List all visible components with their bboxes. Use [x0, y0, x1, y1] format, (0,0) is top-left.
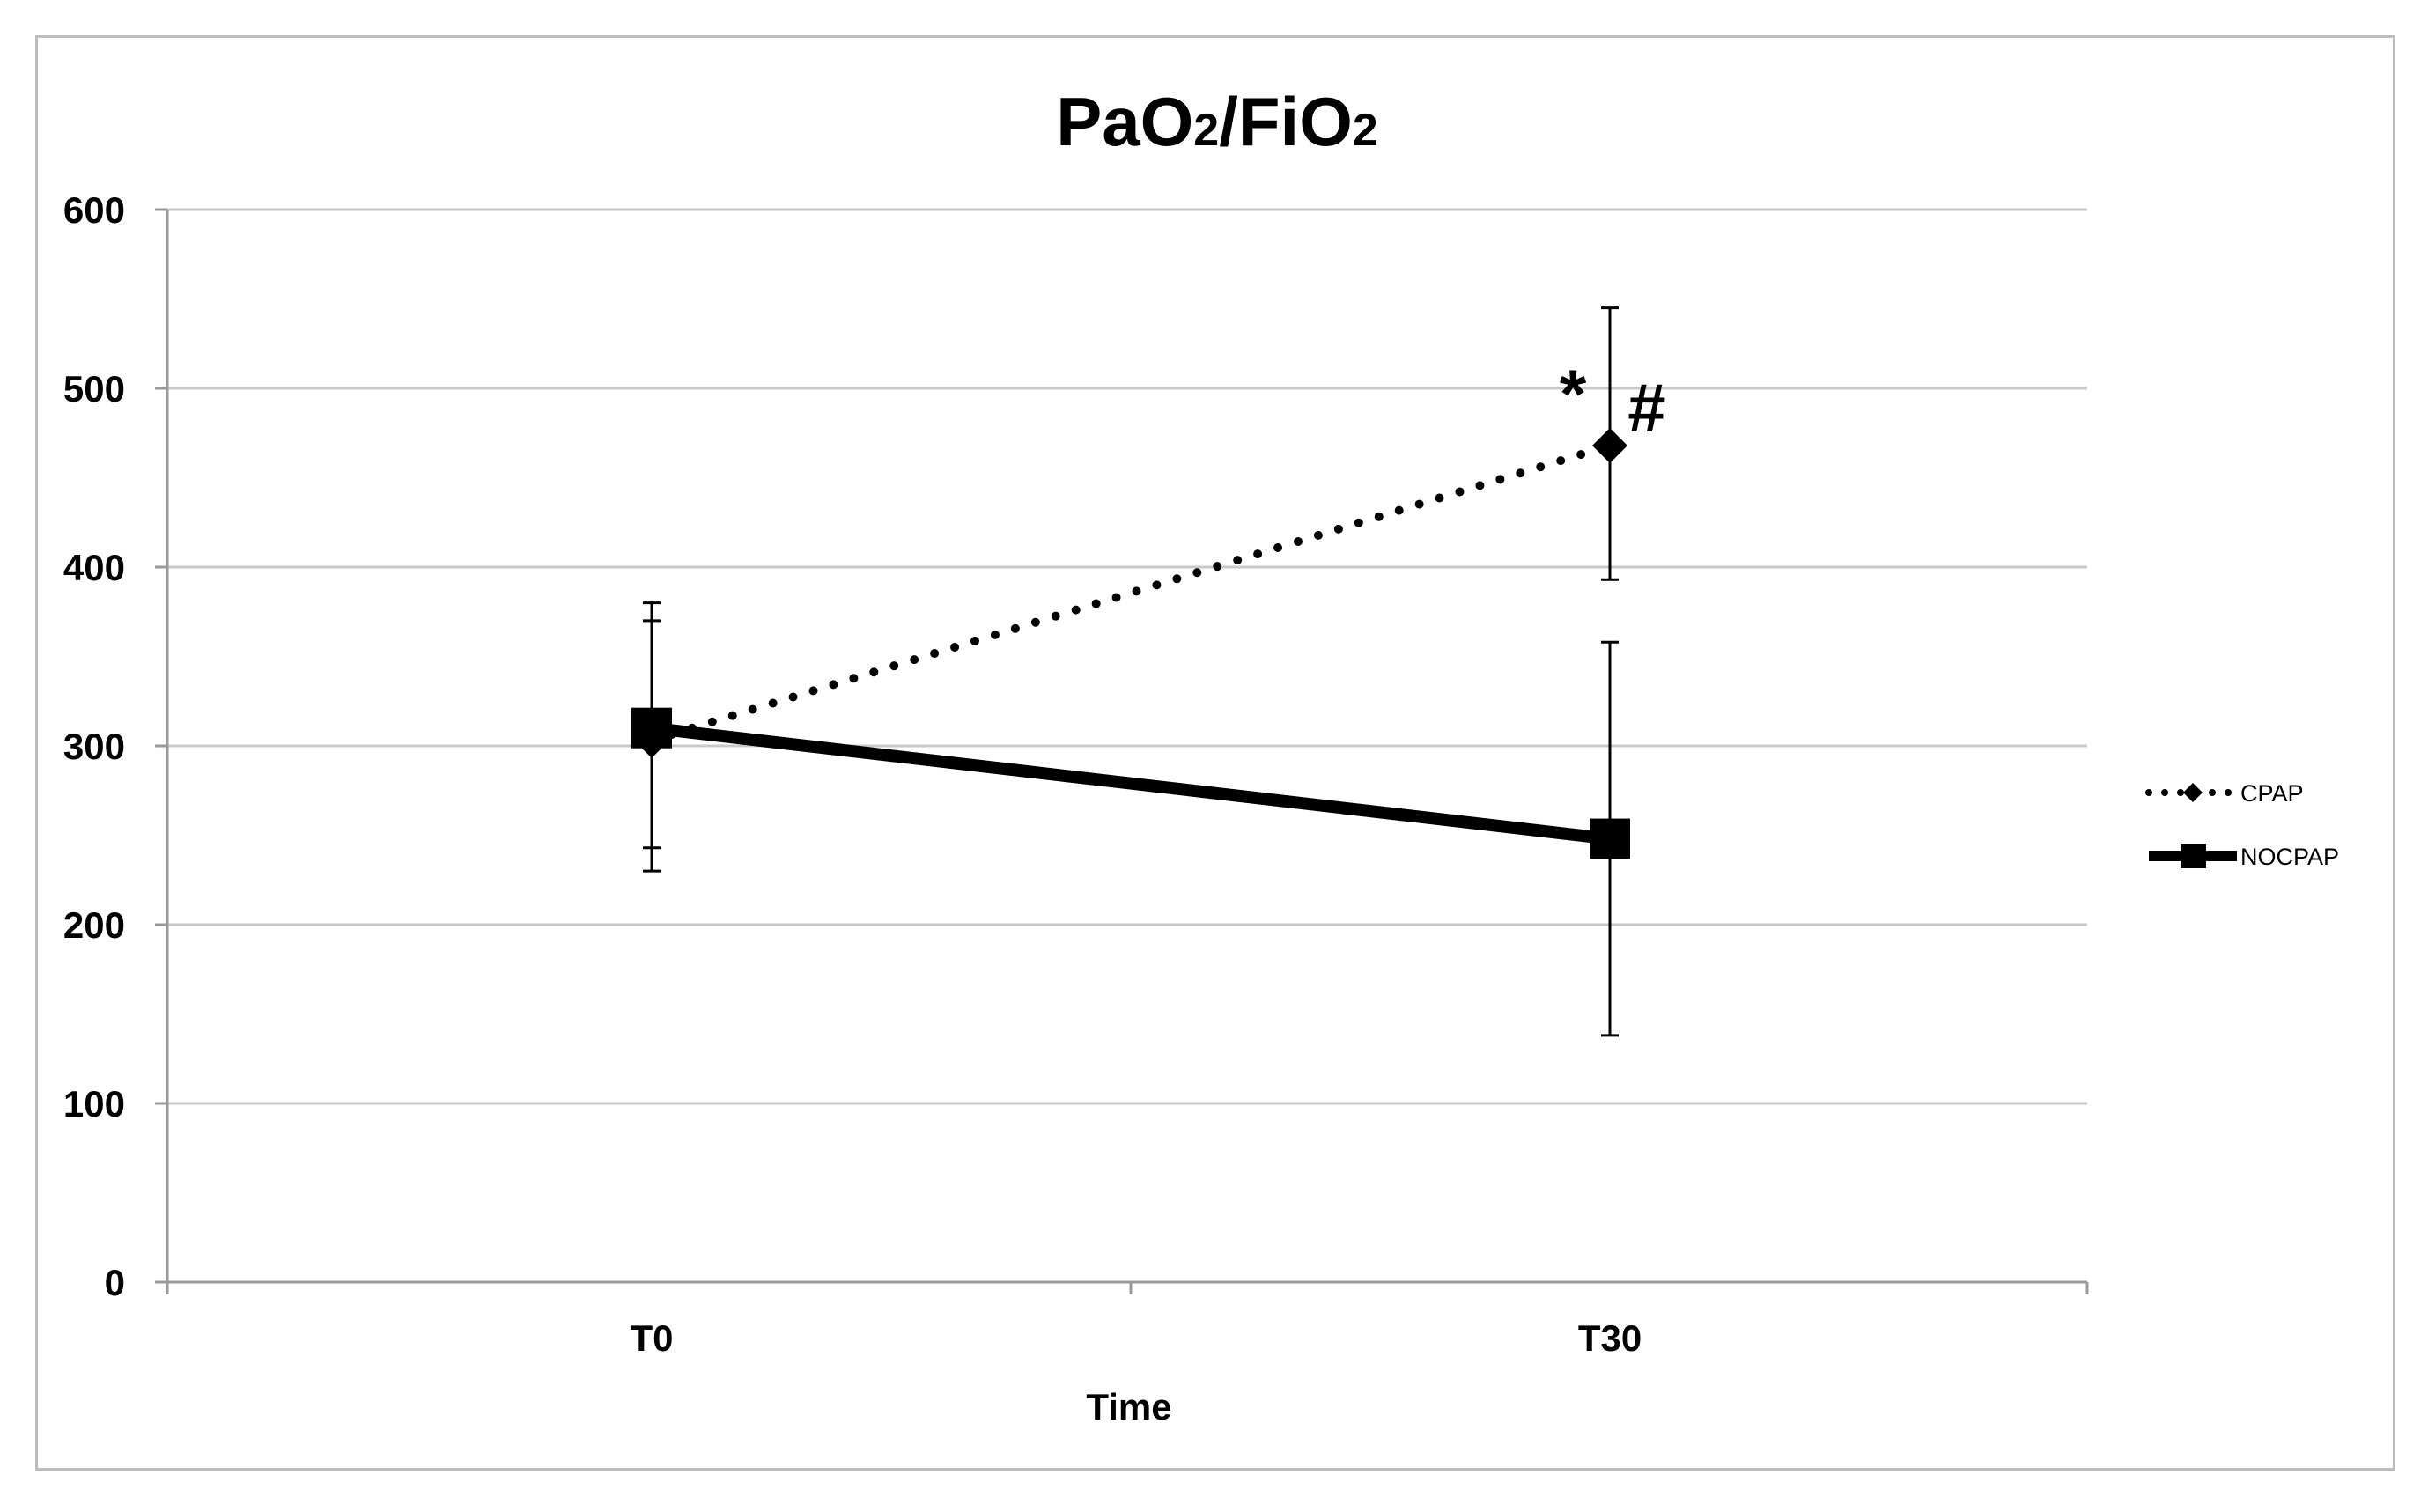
y-tick-label-0: 0	[105, 1262, 125, 1303]
legend-marker-cpap	[2183, 783, 2203, 802]
series-nocpap	[631, 601, 1630, 1037]
legend-item-cpap: CPAP	[2145, 780, 2304, 807]
y-tick-label-200: 200	[63, 904, 125, 946]
x-axis-label: Time	[1086, 1386, 1171, 1427]
title-part-fio: /FiO	[1219, 83, 1353, 160]
series-layer: * #	[631, 306, 1666, 1037]
y-tick-label-300: 300	[63, 726, 125, 767]
y-tick-label-500: 500	[63, 368, 125, 409]
x-tick-label-t0: T0	[630, 1317, 673, 1359]
series-line-nocpap	[651, 721, 1611, 845]
annotation-asterisk: *	[1560, 355, 1587, 432]
point-cpap-t30	[1592, 427, 1627, 463]
gridlines	[167, 208, 2087, 1105]
legend-label-nocpap: NOCPAP	[2240, 844, 2339, 870]
title-sub-2b: 2	[1353, 105, 1378, 156]
legend-marker-nocpap	[2181, 844, 2206, 868]
legend: CPAP NOCPAP	[2145, 780, 2339, 870]
title-part-pao: PaO	[1056, 83, 1193, 160]
legend-label-cpap: CPAP	[2240, 780, 2304, 807]
title-sub-2a: 2	[1193, 105, 1219, 156]
point-nocpap-t0	[631, 707, 672, 749]
point-nocpap-t30	[1590, 818, 1630, 859]
x-tick-label-t30: T30	[1578, 1317, 1642, 1359]
chart-title: PaO2/FiO2	[1056, 83, 1378, 160]
y-tick-label-400: 400	[63, 547, 125, 588]
series-line-cpap	[647, 440, 1614, 745]
y-tick-label-100: 100	[63, 1083, 125, 1125]
axes: 0 100 200 300 400 500 600 T0 T30	[63, 189, 2089, 1359]
annotation-hash: #	[1627, 369, 1665, 446]
legend-item-nocpap: NOCPAP	[2149, 844, 2339, 870]
y-tick-label-600: 600	[63, 189, 125, 231]
chart-frame	[35, 35, 2395, 1471]
